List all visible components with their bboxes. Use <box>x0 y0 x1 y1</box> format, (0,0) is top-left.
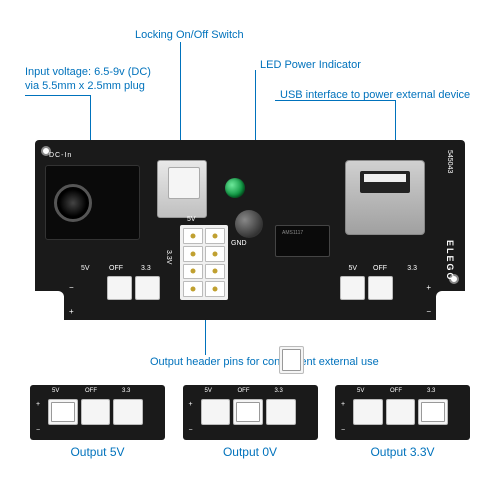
minus-icon: − <box>426 307 431 316</box>
mini-title: Output 3.3V <box>335 445 470 459</box>
jumper-label: 3.3 <box>407 265 417 272</box>
brand-logo: ELEGO <box>445 240 455 282</box>
capacitor-icon <box>235 210 263 238</box>
jumper-right <box>338 274 423 302</box>
power-led-icon <box>225 178 245 198</box>
minus-icon: − <box>69 283 74 292</box>
ic-label: AMS1117 <box>282 230 303 236</box>
main-board: DC-In AMS1117 5V 3.3V GND 5V OFF 3.3 + −… <box>35 140 465 320</box>
jumper-label: OFF <box>373 265 387 272</box>
product-code: 545043 <box>446 150 453 173</box>
mini-title: Output 5V <box>30 445 165 459</box>
plus-icon: + <box>426 283 431 292</box>
mini-board-33v: 5V OFF 3.3 + − Output 3.3V <box>335 385 470 465</box>
jumper-label: 3.3 <box>141 265 151 272</box>
notch <box>436 291 466 321</box>
label-output-pins: Output header pins for convenient extern… <box>150 355 379 369</box>
power-switch[interactable] <box>157 160 207 218</box>
jumper-label: 5V <box>348 265 357 272</box>
dc-barrel-jack <box>45 165 140 240</box>
jumper-left <box>77 274 162 302</box>
notch <box>34 291 64 321</box>
mini-title: Output 0V <box>183 445 318 459</box>
mini-board-0v: 5V OFF 3.3 + − Output 0V <box>183 385 318 465</box>
output-header-pins <box>180 225 228 300</box>
label-switch: Locking On/Off Switch <box>135 28 244 42</box>
plus-icon: + <box>69 307 74 316</box>
dc-in-label: DC-In <box>49 152 72 159</box>
label-input-voltage: Input voltage: 6.5-9v (DC) via 5.5mm x 2… <box>25 65 151 94</box>
mini-board-5v: 5V OFF 3.3 + − Output 5V <box>30 385 165 465</box>
silk-33v: 3.3V <box>165 250 172 264</box>
mini-boards-row: 5V OFF 3.3 + − Output 5V 5V OFF 3.3 + − … <box>30 385 470 465</box>
line <box>275 100 395 101</box>
label-led: LED Power Indicator <box>260 58 361 72</box>
line <box>25 95 90 96</box>
usb-port <box>345 160 425 235</box>
silk-5v: 5V <box>187 216 196 223</box>
silk-gnd: GND <box>231 240 247 247</box>
jumper-label: 5V <box>81 265 90 272</box>
jumper-label: OFF <box>109 265 123 272</box>
voltage-regulator-ic: AMS1117 <box>275 225 330 257</box>
